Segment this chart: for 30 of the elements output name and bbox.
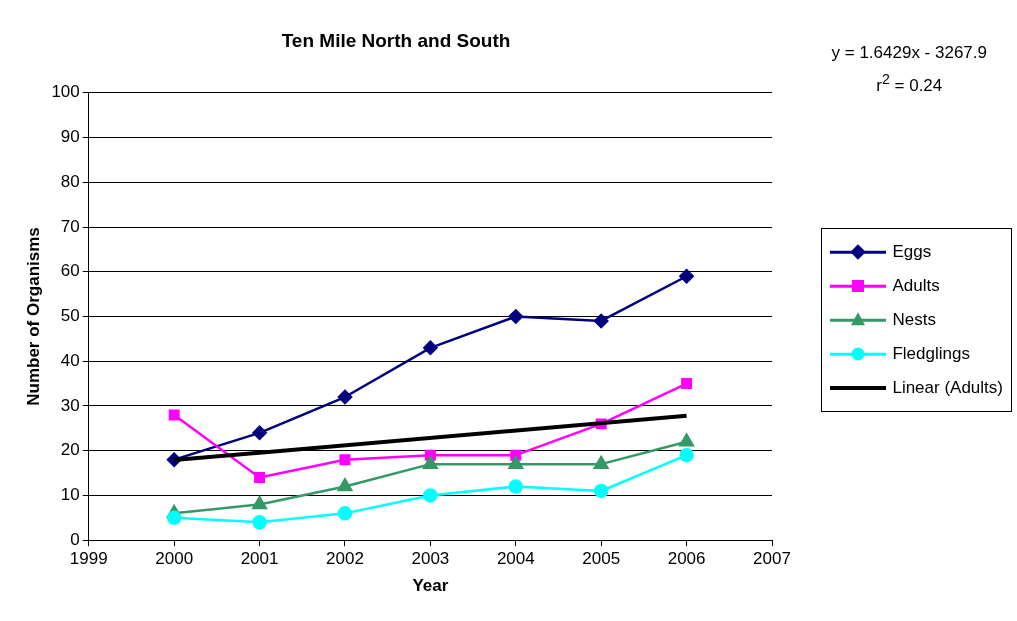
y-tick-label: 40 — [60, 350, 80, 370]
y-tick-label: 100 — [51, 82, 80, 102]
legend-label: Nests — [892, 310, 936, 330]
x-tick-label: 2007 — [753, 549, 791, 569]
chart-title: Ten Mile North and South — [281, 29, 511, 51]
x-tick-label: 2001 — [240, 549, 279, 569]
y-tick-label: 20 — [60, 440, 80, 460]
legend-label: Linear (Adults) — [892, 378, 1003, 398]
y-tick-label: 90 — [60, 127, 80, 147]
x-tick-label: 2000 — [155, 549, 194, 569]
y-tick-label: 70 — [60, 216, 80, 236]
y-tick-label: 80 — [60, 171, 80, 191]
text: r$^{2}$ = 0.24 — [875, 70, 944, 97]
x-tick-label: 2003 — [411, 549, 450, 569]
y-tick-label: 60 — [60, 261, 80, 281]
y-tick-label: 10 — [60, 485, 80, 505]
y-tick-label: 50 — [60, 306, 80, 326]
x-axis-title: Year — [412, 576, 449, 596]
text: y = 1.6429x - 3267.9 — [831, 42, 987, 64]
legend-label: Eggs — [892, 242, 932, 262]
y-tick-label: 30 — [60, 395, 80, 415]
legend-label: Adults — [892, 276, 940, 296]
x-tick-label: 1999 — [69, 549, 108, 569]
x-tick-label: 2002 — [326, 549, 364, 569]
x-tick-label: 2004 — [496, 549, 535, 569]
x-tick-label: 2006 — [667, 549, 706, 569]
y-axis-title: Number of Organisms — [23, 227, 43, 406]
legend-label: Fledglings — [892, 344, 970, 364]
y-tick-label: 0 — [70, 529, 80, 549]
x-tick-label: 2005 — [582, 549, 621, 569]
